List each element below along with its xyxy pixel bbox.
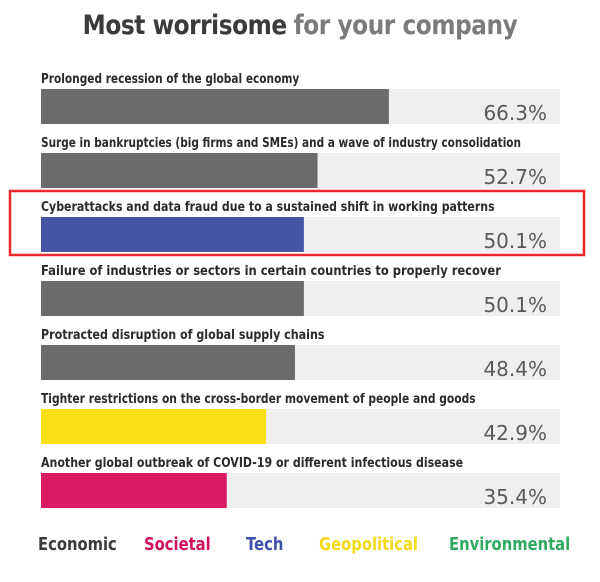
bar-chart: Prolonged recession of the global econom… [8, 72, 586, 509]
chart-title: Most worrisome for your company [42, 10, 558, 41]
legend-item-societal: Societal [144, 534, 211, 555]
legend-item-geopolitical: Geopolitical [319, 534, 418, 555]
legend-item-economic: Economic [38, 534, 117, 555]
bar [41, 217, 304, 252]
bar [41, 281, 304, 316]
bar [41, 153, 318, 188]
bar [41, 409, 267, 444]
bar [41, 89, 389, 124]
category-label: Cyberattacks and data fraud due to a sus… [41, 200, 495, 215]
value-label: 48.4% [483, 357, 547, 381]
legend: Economic Societal Tech Geopolitical Envi… [0, 534, 600, 560]
category-label: Failure of industries or sectors in cert… [41, 264, 501, 279]
bar [41, 473, 227, 508]
category-label: Protracted disruption of global supply c… [41, 328, 325, 343]
value-label: 66.3% [483, 101, 547, 125]
highlight-box [8, 189, 586, 257]
legend-item-environmental: Environmental [449, 534, 571, 555]
value-label: 35.4% [483, 485, 547, 509]
bar [41, 345, 295, 380]
category-label: Prolonged recession of the global econom… [41, 72, 300, 87]
category-label: Tighter restrictions on the cross-border… [41, 392, 476, 407]
value-label: 50.1% [483, 293, 547, 317]
value-label: 52.7% [483, 165, 547, 189]
value-label: 50.1% [483, 229, 547, 253]
category-label: Surge in bankruptcies (big firms and SME… [41, 136, 521, 151]
title-part-2: for your company [293, 10, 518, 41]
value-label: 42.9% [483, 421, 547, 445]
category-label: Another global outbreak of COVID-19 or d… [41, 456, 463, 471]
title-part-1: Most worrisome [82, 10, 287, 41]
legend-item-tech: Tech [246, 534, 284, 555]
